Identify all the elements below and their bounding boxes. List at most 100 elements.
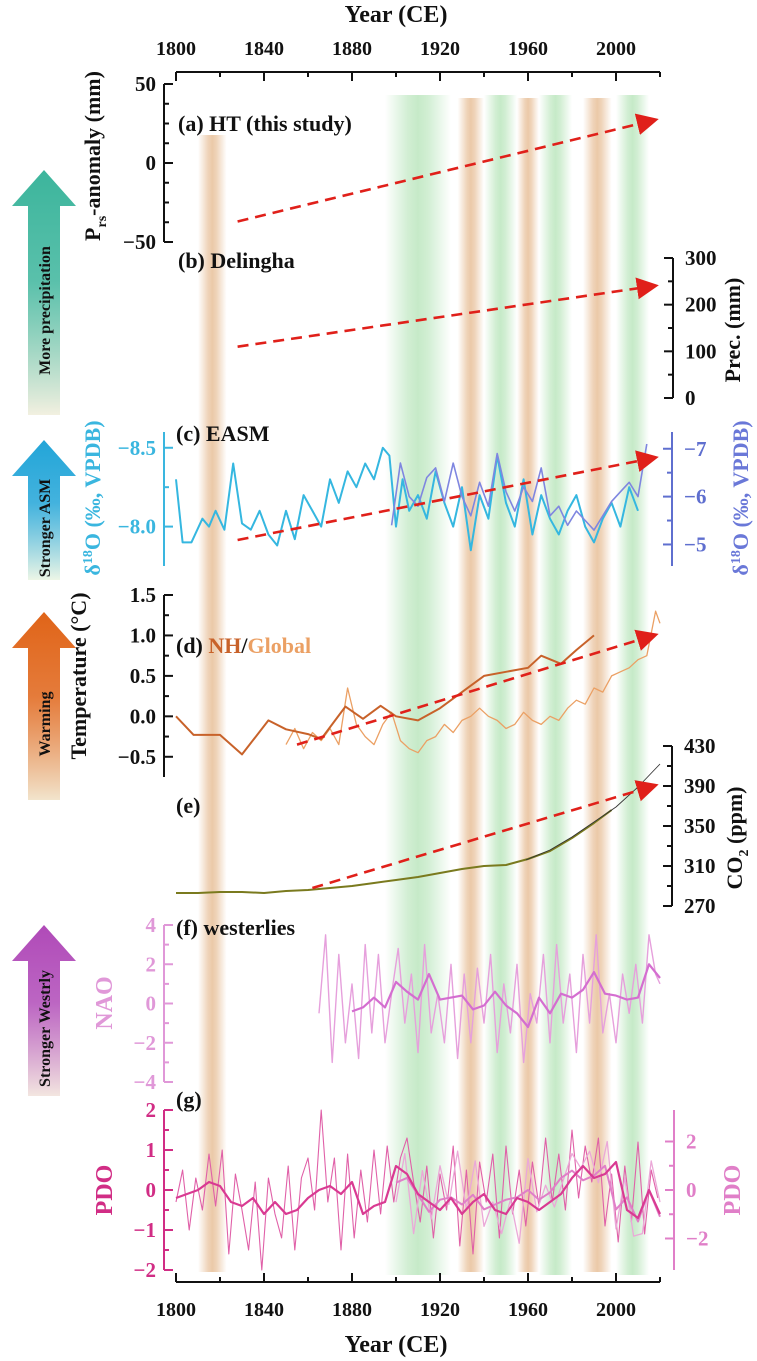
side-arrow-0: More precipitation (12, 170, 76, 415)
y-tick-label: 50 (135, 72, 156, 96)
side-arrow-label: Stronger Westrly (37, 970, 54, 1087)
x-axis-title: Year (CE) (345, 2, 448, 28)
x-tick-label: 2000 (596, 1299, 636, 1321)
y-axis-e: 270 310 350 390 430 (663, 734, 716, 918)
series-pdo-instr-smoothed-line (395, 1164, 661, 1223)
y-tick-label: −5 (684, 532, 706, 556)
up-arrow-icon (12, 925, 76, 1096)
plots (175, 113, 661, 1271)
x-tick-label: 1880 (332, 38, 372, 60)
y-axis-g-left-label: PDO (92, 1165, 118, 1216)
panel-b-title: (b) Delingha (178, 248, 295, 273)
y-tick-label: 0.0 (130, 704, 156, 728)
x-tick-label: 1880 (332, 1299, 372, 1321)
y-axis-e-label: CO2 (ppm) (722, 787, 752, 890)
y-tick-label: −2 (134, 1258, 156, 1282)
wet-band (616, 95, 649, 1275)
y-tick-label: −6 (684, 485, 706, 509)
x-tick-label: 1800 (156, 38, 196, 60)
y-tick-label: 270 (684, 894, 716, 918)
y-tick-label: 0 (146, 151, 157, 175)
y-tick-label: 1.5 (130, 583, 156, 607)
x-tick-label: 1960 (508, 1299, 548, 1321)
x-axis-top: 1800 1840 1880 1920 1960 2000 Year (CE) (156, 2, 661, 81)
y-axis-c-left: −8.0 −8.5 (118, 432, 173, 566)
y-tick-label: −2 (134, 1031, 156, 1055)
y-axis-c-right: −5 −6 −7 (663, 432, 706, 566)
y-tick-label: 200 (685, 293, 717, 317)
y-axis-g-right-label: PDO (720, 1165, 746, 1216)
y-tick-label: −8.0 (118, 515, 156, 539)
y-tick-label: −0.5 (118, 745, 156, 769)
trend-arrow (312, 780, 659, 890)
warm-band (517, 98, 539, 1272)
up-arrow-icon (12, 612, 76, 800)
y-tick-label: 100 (685, 339, 717, 363)
y-axis-b: 0 100 200 300 (664, 246, 717, 410)
wet-band (539, 95, 572, 1275)
panel-e-title: (e) (176, 793, 200, 818)
y-tick-label: 2 (146, 1098, 157, 1122)
y-axis-c-right-label: δ18O (‰, VPDB) (728, 420, 753, 575)
x-tick-label: 1840 (244, 38, 284, 60)
y-axis-g-right: −2 0 2 (665, 1110, 708, 1270)
y-tick-label: −2 (686, 1226, 708, 1250)
y-axis-d-label: Temperature (°C) (66, 592, 91, 759)
panel-a-title: (a) HT (this study) (178, 111, 352, 136)
series-easm-left-line (175, 446, 639, 552)
y-tick-label: 2 (686, 1130, 697, 1154)
y-tick-label: 430 (684, 734, 716, 758)
y-tick-label: 1.0 (130, 623, 156, 647)
side-arrow-2: Warming (12, 612, 76, 800)
y-tick-label: 2 (146, 952, 157, 976)
side-arrows: More precipitation Stronger ASM Warming Str… (12, 170, 76, 1096)
x-tick-label: 1840 (244, 1299, 284, 1321)
x-tick-label: 1920 (420, 38, 460, 60)
up-arrow-icon (12, 170, 76, 415)
panel-d-title: (d) NH/Global (176, 633, 311, 658)
panel-label: (d) (176, 633, 208, 658)
y-tick-label: −1 (134, 1218, 156, 1242)
side-arrow-label: Warming (37, 692, 54, 757)
trend-arrow (237, 277, 659, 348)
y-tick-label: 0 (686, 1178, 697, 1202)
warm-band (198, 135, 227, 1272)
side-arrow-label: More precipitation (37, 246, 54, 375)
series-co2-ice-line (176, 809, 613, 894)
series-easm-right-line (390, 443, 648, 531)
series-pdo-recon-smoothed-line (175, 1160, 661, 1220)
trend-arrow (296, 629, 659, 746)
x-axis-bottom: 1800 1840 1880 1920 1960 2000 Year (CE) (156, 1273, 661, 1358)
series-global-line (285, 610, 661, 754)
y-axis-b-label: Prec. (mm) (720, 278, 745, 383)
x-tick-label: 1920 (420, 1299, 460, 1321)
y-tick-label: 0 (685, 386, 696, 410)
panel-g-title: (g) (176, 1087, 202, 1112)
y-tick-label: −7 (684, 437, 706, 461)
y-tick-label: 300 (685, 246, 717, 270)
y-tick-label: 0.5 (130, 664, 156, 688)
y-tick-label: 4 (146, 913, 157, 937)
y-tick-label: 350 (684, 814, 716, 838)
series-nao-smoothed-line (351, 963, 661, 1029)
y-tick-label: 310 (684, 854, 716, 878)
x-tick-label: 2000 (596, 38, 636, 60)
y-tick-label: 1 (146, 1138, 157, 1162)
up-arrow-icon (12, 440, 76, 580)
y-tick-label: 0 (146, 1178, 157, 1202)
y-axis-c-left-label: δ18O (‰, VPDB) (80, 420, 105, 575)
x-axis-title: Year (CE) (345, 1332, 448, 1358)
y-tick-label: −4 (134, 1070, 157, 1094)
y-tick-label: 0 (146, 992, 157, 1016)
series-nh-line (175, 634, 595, 756)
series-pdo-recon-annual-line (175, 1109, 659, 1271)
y-axis-g-left: −2 −1 0 1 2 (134, 1098, 173, 1282)
side-arrow-label: Stronger ASM (37, 479, 54, 578)
y-axis-a: −50 0 50 (123, 72, 173, 254)
panel-c-title: (c) EASM (176, 421, 270, 446)
y-axis-f-label: NAO (92, 976, 118, 1029)
y-tick-label: −8.5 (118, 436, 156, 460)
side-arrow-3: Stronger Westrly (12, 925, 76, 1096)
